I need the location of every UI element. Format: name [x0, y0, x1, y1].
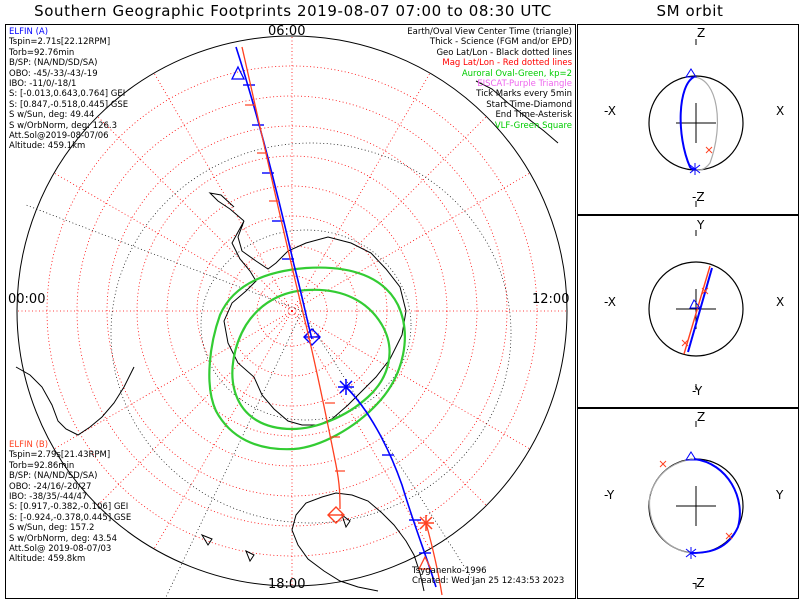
created-date: Created: Wed Jan 25 12:43:53 2023 [412, 576, 565, 587]
sm-panel-xz-plot [648, 39, 744, 207]
elfin-b-line: Att.Sol@ 2019-08-07/03 [9, 544, 112, 555]
elfin-b-tick-marks [245, 104, 345, 472]
mag-lon-grid [17, 36, 567, 586]
footprint-plot [15, 35, 568, 598]
plot-title: Southern Geographic Footprints 2019-08-0… [34, 2, 552, 20]
panel2-bottom-label: -Y [692, 384, 703, 398]
legend-item: Tick Marks every 5min [476, 89, 572, 100]
time-label-top: 06:00 [268, 24, 306, 39]
elfin-a-view-triangle [230, 65, 246, 80]
elfin-b-line: Altitude: 459.8km [9, 554, 86, 565]
model-name: Tsyganenko-1996 [412, 566, 487, 576]
elfin-b-line: S: [-0.924,-0.378,0.445] GSE [9, 512, 132, 523]
elfin-a-line: OBO: -45/-33/-43/-19 [9, 68, 98, 79]
legend: Earth/Oval View Center Time (triangle) T… [407, 27, 572, 131]
elfin-a-line: Altitude: 459.1km [9, 141, 86, 152]
elfin-a-line: S: [-0.013,0.643,0.764] GEI [9, 89, 126, 100]
legend-item: Earth/Oval View Center Time (triangle) [407, 27, 572, 37]
elfin-b-line: Tspin=2.79s[21.43RPM] [9, 450, 111, 461]
south-america-coastline [291, 492, 425, 592]
panel3-left-label: -Y [604, 488, 615, 502]
elfin-b-footprint-track-2 [425, 522, 443, 596]
elfin-b-line: S w/Sun, deg: 157.2 [9, 523, 95, 534]
elfin-a-line: B/SP: (NA/ND/SD/SA) [9, 58, 98, 69]
footprint-plot-frame [5, 24, 576, 599]
australia-coastline [475, 80, 559, 144]
legend-item: EISCAT-Purple Triangle [477, 79, 572, 90]
legend-item: Thick - Science (FGM and/or EPD) [429, 37, 572, 48]
elfin-a-info: ELFIN (A) Tspin=2.71s[22.12RPM] Torb=92.… [9, 27, 128, 152]
antarctic-peninsula [208, 192, 245, 222]
elfin-a-line: Tspin=2.71s[22.12RPM] [9, 37, 111, 48]
elfin-b-name: ELFIN (B) [9, 440, 49, 450]
sm-panel-xy-plot [648, 230, 744, 390]
time-label-right: 12:00 [532, 292, 570, 307]
elfin-a-end-asterisk [338, 379, 354, 395]
geo-grid [25, 142, 512, 598]
time-label-bottom: 18:00 [268, 577, 306, 592]
sm-orbit-title: SM orbit [656, 2, 724, 20]
elfin-b-view-triangle [417, 555, 433, 570]
elfin-a-start-diamond [303, 328, 321, 346]
legend-item: Mag Lat/Lon - Red dotted lines [442, 58, 572, 69]
panel2-right-label: X [776, 295, 785, 309]
legend-item: End Time-Asterisk [495, 110, 572, 121]
islands [200, 513, 351, 563]
panel1-bottom-label: -Z [692, 190, 705, 204]
elfin-b-line: B/SP: (NA/ND/SD/SA) [9, 471, 98, 482]
elfin-b-line: S w/OrbNorm, deg: 43.54 [9, 533, 118, 544]
legend-item: Geo Lat/Lon - Black dotted lines [436, 47, 572, 58]
panel1-left-label: -X [604, 104, 616, 118]
elfin-a-footprint-track [235, 46, 313, 340]
elfin-a-line: S: [0.847,-0.518,0.445] GSE [9, 99, 129, 110]
elfin-a-line: Att.Sol@2019-08-07/06 [9, 131, 109, 142]
elfin-b-info: ELFIN (B) Tspin=2.79s[21.43RPM] Torb=92.… [9, 440, 131, 565]
panel1-right-label: X [776, 104, 785, 118]
sm-panel-xy [577, 215, 799, 408]
elfin-a-name: ELFIN (A) [9, 27, 49, 37]
sm-panel-yz [577, 408, 799, 599]
elfin-a-line: IBO: -11/0/-18/1 [9, 79, 77, 90]
panel2-left-label: -X [604, 295, 616, 309]
antarctica-coastline [223, 220, 407, 426]
credit: Tsyganenko-1996 Created: Wed Jan 25 12:4… [412, 566, 564, 587]
elfin-b-line: S: [0.917,-0.382,-0.106] GEI [9, 502, 129, 513]
elfin-b-footprint-track [241, 46, 341, 510]
panel2-top-label: Y [697, 218, 705, 232]
elfin-b-line: IBO: -38/35/-44/47 [9, 492, 88, 503]
elfin-a-footprint-track-2 [345, 386, 437, 588]
elfin-a-line: S w/OrbNorm, deg: 126.3 [9, 120, 118, 131]
elfin-b-start-diamond [327, 506, 345, 524]
legend-item: VLF-Green Square [494, 120, 572, 131]
auroral-oval-inner [231, 288, 391, 431]
elfin-a-tick-marks [243, 84, 431, 554]
panel3-right-label: Y [776, 488, 784, 502]
africa-coastline [15, 366, 135, 436]
elfin-b-line: OBO: -24/16/-20/27 [9, 481, 92, 492]
elfin-b-line: Torb=92.86min [9, 460, 75, 471]
panel3-bottom-label: -Z [692, 576, 705, 590]
elfin-b-end-asterisk [418, 515, 434, 531]
elfin-a-line: Torb=92.76min [9, 47, 75, 58]
legend-item: Auroral Oval-Green, kp=2 [461, 68, 572, 79]
time-label-left: 00:00 [8, 292, 46, 307]
panel3-top-label: Z [697, 410, 706, 424]
elfin-a-line: S w/Sun, deg: 49.44 [9, 110, 95, 121]
panel1-top-label: Z [697, 26, 706, 40]
sm-panel-xz [577, 24, 799, 215]
legend-item: Start Time-Diamond [486, 99, 572, 110]
sm-panel-yz-plot [648, 421, 744, 589]
auroral-oval-outer [208, 266, 406, 451]
